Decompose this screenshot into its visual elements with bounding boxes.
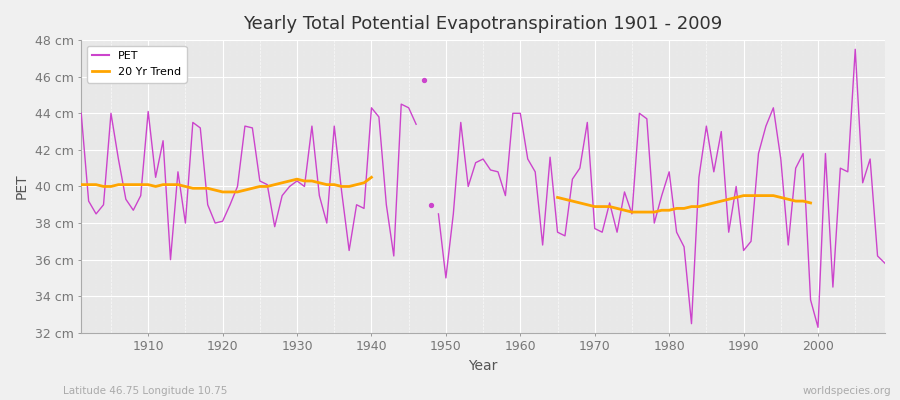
Point xyxy=(424,202,438,208)
Text: worldspecies.org: worldspecies.org xyxy=(803,386,891,396)
Text: Latitude 46.75 Longitude 10.75: Latitude 46.75 Longitude 10.75 xyxy=(63,386,228,396)
Title: Yearly Total Potential Evapotranspiration 1901 - 2009: Yearly Total Potential Evapotranspiratio… xyxy=(244,15,723,33)
X-axis label: Year: Year xyxy=(468,359,498,373)
Legend: PET, 20 Yr Trend: PET, 20 Yr Trend xyxy=(86,46,186,82)
Y-axis label: PET: PET xyxy=(15,174,29,199)
Point xyxy=(417,77,431,84)
